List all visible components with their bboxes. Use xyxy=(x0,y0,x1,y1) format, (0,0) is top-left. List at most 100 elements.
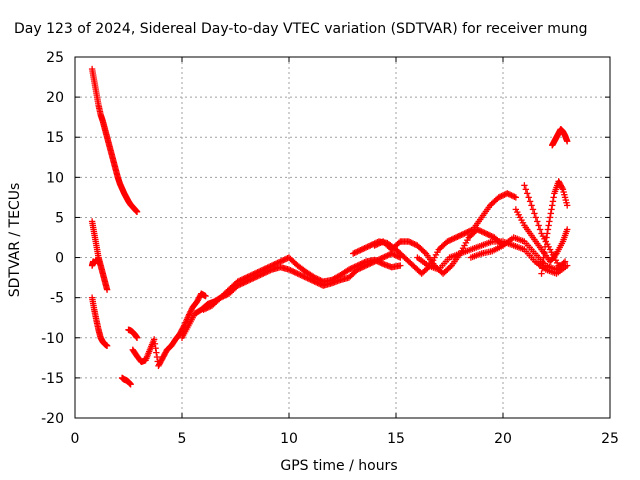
data-point xyxy=(488,232,495,240)
data-point xyxy=(218,293,226,301)
data-point xyxy=(240,279,247,287)
data-point xyxy=(486,232,494,239)
y-tick-label: -20 xyxy=(41,411,64,427)
data-point xyxy=(397,262,404,269)
data-point xyxy=(455,232,462,240)
data-point xyxy=(524,190,531,197)
data-point xyxy=(352,249,360,256)
data-point xyxy=(234,282,241,289)
data-point xyxy=(267,267,274,274)
data-point xyxy=(369,259,377,266)
data-point xyxy=(223,291,230,299)
data-point xyxy=(185,311,193,318)
data-point xyxy=(275,259,283,266)
data-point xyxy=(354,248,361,255)
data-point xyxy=(254,273,261,280)
data-point xyxy=(485,231,492,239)
data-point xyxy=(297,271,304,279)
data-point xyxy=(153,353,161,361)
data-point xyxy=(277,258,284,265)
data-point xyxy=(561,258,569,265)
data-point xyxy=(375,240,383,247)
data-point xyxy=(150,336,158,343)
data-point xyxy=(408,239,415,247)
data-point xyxy=(245,277,253,284)
data-point xyxy=(348,265,355,272)
data-point xyxy=(375,256,383,263)
data-point xyxy=(445,237,452,245)
data-point xyxy=(371,242,378,249)
data-point xyxy=(465,228,472,235)
data-point xyxy=(262,269,270,276)
data-point xyxy=(285,266,293,273)
series-sat-i xyxy=(200,250,404,313)
data-point xyxy=(264,268,271,275)
data-point xyxy=(133,208,141,216)
data-point xyxy=(539,265,546,272)
data-point xyxy=(358,246,365,253)
data-point xyxy=(392,252,400,259)
data-point xyxy=(536,226,544,233)
data-point xyxy=(260,270,267,277)
y-tick-label: 20 xyxy=(46,90,64,106)
data-point xyxy=(362,244,370,251)
y-tick-label: 10 xyxy=(46,170,64,186)
data-point xyxy=(359,263,367,271)
data-point xyxy=(355,265,363,273)
data-point xyxy=(409,240,417,247)
data-point xyxy=(481,229,488,237)
data-point xyxy=(459,230,467,238)
data-point xyxy=(361,263,368,270)
data-point xyxy=(546,218,553,225)
data-point xyxy=(512,194,520,201)
series-sat-a xyxy=(88,65,141,216)
data-point xyxy=(411,240,418,248)
data-point xyxy=(564,262,571,269)
data-point xyxy=(302,274,310,281)
data-point xyxy=(539,259,547,267)
data-point xyxy=(127,381,134,388)
data-point xyxy=(541,249,548,256)
data-point xyxy=(378,255,385,262)
data-point xyxy=(377,255,384,263)
series-sat-b xyxy=(88,218,111,293)
x-tick-label: 25 xyxy=(601,431,619,447)
data-point xyxy=(252,273,260,281)
data-point xyxy=(482,230,490,237)
data-point xyxy=(367,260,374,267)
data-point xyxy=(506,191,514,198)
data-point xyxy=(361,244,368,252)
data-point xyxy=(305,275,313,283)
data-point xyxy=(280,257,287,264)
data-point xyxy=(372,241,380,249)
data-point xyxy=(374,240,381,248)
data-point xyxy=(449,235,457,243)
data-point xyxy=(251,274,258,281)
grid xyxy=(75,57,610,418)
data-point xyxy=(504,190,511,197)
data-point xyxy=(265,267,273,275)
data-point xyxy=(95,259,102,266)
data-point xyxy=(202,292,209,300)
data-point xyxy=(220,293,227,300)
series-sat-q xyxy=(549,126,571,149)
data-point xyxy=(464,228,471,236)
data-point xyxy=(153,349,160,356)
data-point xyxy=(347,265,354,273)
x-tick-label: 20 xyxy=(494,431,512,447)
data-point xyxy=(288,267,296,275)
data-point xyxy=(549,202,556,209)
data-point xyxy=(444,238,451,245)
data-point xyxy=(235,281,243,289)
data-point xyxy=(457,232,464,239)
data-point xyxy=(462,229,470,237)
data-point xyxy=(385,251,393,259)
data-point xyxy=(311,278,318,285)
x-tick-label: 15 xyxy=(387,431,405,447)
data-point xyxy=(478,228,485,235)
data-point xyxy=(300,273,307,280)
data-point xyxy=(371,258,378,265)
data-point xyxy=(133,334,141,341)
data-point xyxy=(525,194,532,201)
data-point xyxy=(315,280,323,287)
